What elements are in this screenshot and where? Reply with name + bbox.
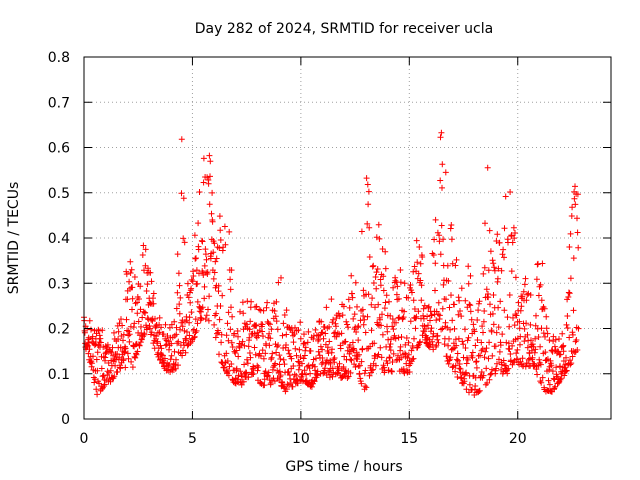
y-tick-label: 0.6 xyxy=(48,141,70,157)
data-points xyxy=(386,267,407,375)
data-points xyxy=(401,237,422,377)
data-points xyxy=(328,296,349,381)
data-points xyxy=(153,314,174,375)
y-tick-label: 0.2 xyxy=(48,322,70,338)
data-points xyxy=(532,260,553,395)
data-points xyxy=(299,326,320,390)
chart-title: Day 282 of 2024, SRMTID for receiver ucl… xyxy=(195,21,493,37)
x-tick-label: 20 xyxy=(509,431,527,447)
data-points xyxy=(95,327,116,394)
x-tick-label: 5 xyxy=(188,431,197,447)
grid-layer xyxy=(84,57,611,419)
data-points xyxy=(241,298,262,384)
data-points xyxy=(459,263,480,398)
data-points xyxy=(270,274,291,395)
data-points xyxy=(168,136,189,373)
y-tick-label: 0.5 xyxy=(48,186,70,202)
data-points xyxy=(284,319,305,390)
data-points xyxy=(357,175,378,393)
x-tick-label: 15 xyxy=(400,431,418,447)
ticks-layer: 0 0.1 0.2 0.3 0.4 0.5 0.6 0.7 0.8 0 5 10 15 20 xyxy=(48,50,611,447)
y-axis-label: SRMTID / TECUs xyxy=(6,182,22,295)
data-points xyxy=(342,272,364,382)
data-points xyxy=(561,183,582,379)
points-layer xyxy=(81,129,582,398)
data-points xyxy=(124,258,145,371)
data-points xyxy=(444,222,466,387)
data-points xyxy=(212,213,233,379)
y-tick-label: 0.4 xyxy=(48,231,70,247)
data-points xyxy=(313,304,335,381)
data-points xyxy=(503,189,524,377)
data-points xyxy=(197,152,218,328)
x-tick-label: 0 xyxy=(80,431,89,447)
y-tick-label: 0.8 xyxy=(48,50,70,66)
y-tick-label: 0.7 xyxy=(48,95,70,111)
data-points xyxy=(226,267,247,388)
y-tick-label: 0 xyxy=(61,412,70,428)
y-tick-label: 0.3 xyxy=(48,276,70,292)
x-axis-label: GPS time / hours xyxy=(285,459,402,475)
data-points xyxy=(182,189,204,349)
y-tick-label: 0.1 xyxy=(48,367,70,383)
x-tick-label: 10 xyxy=(292,431,310,447)
data-points xyxy=(517,275,538,370)
data-points xyxy=(488,193,509,377)
data-points xyxy=(110,268,131,382)
data-points xyxy=(139,242,160,352)
data-points xyxy=(430,129,451,364)
data-points xyxy=(415,244,436,351)
data-points xyxy=(255,299,276,389)
data-points xyxy=(473,164,495,396)
